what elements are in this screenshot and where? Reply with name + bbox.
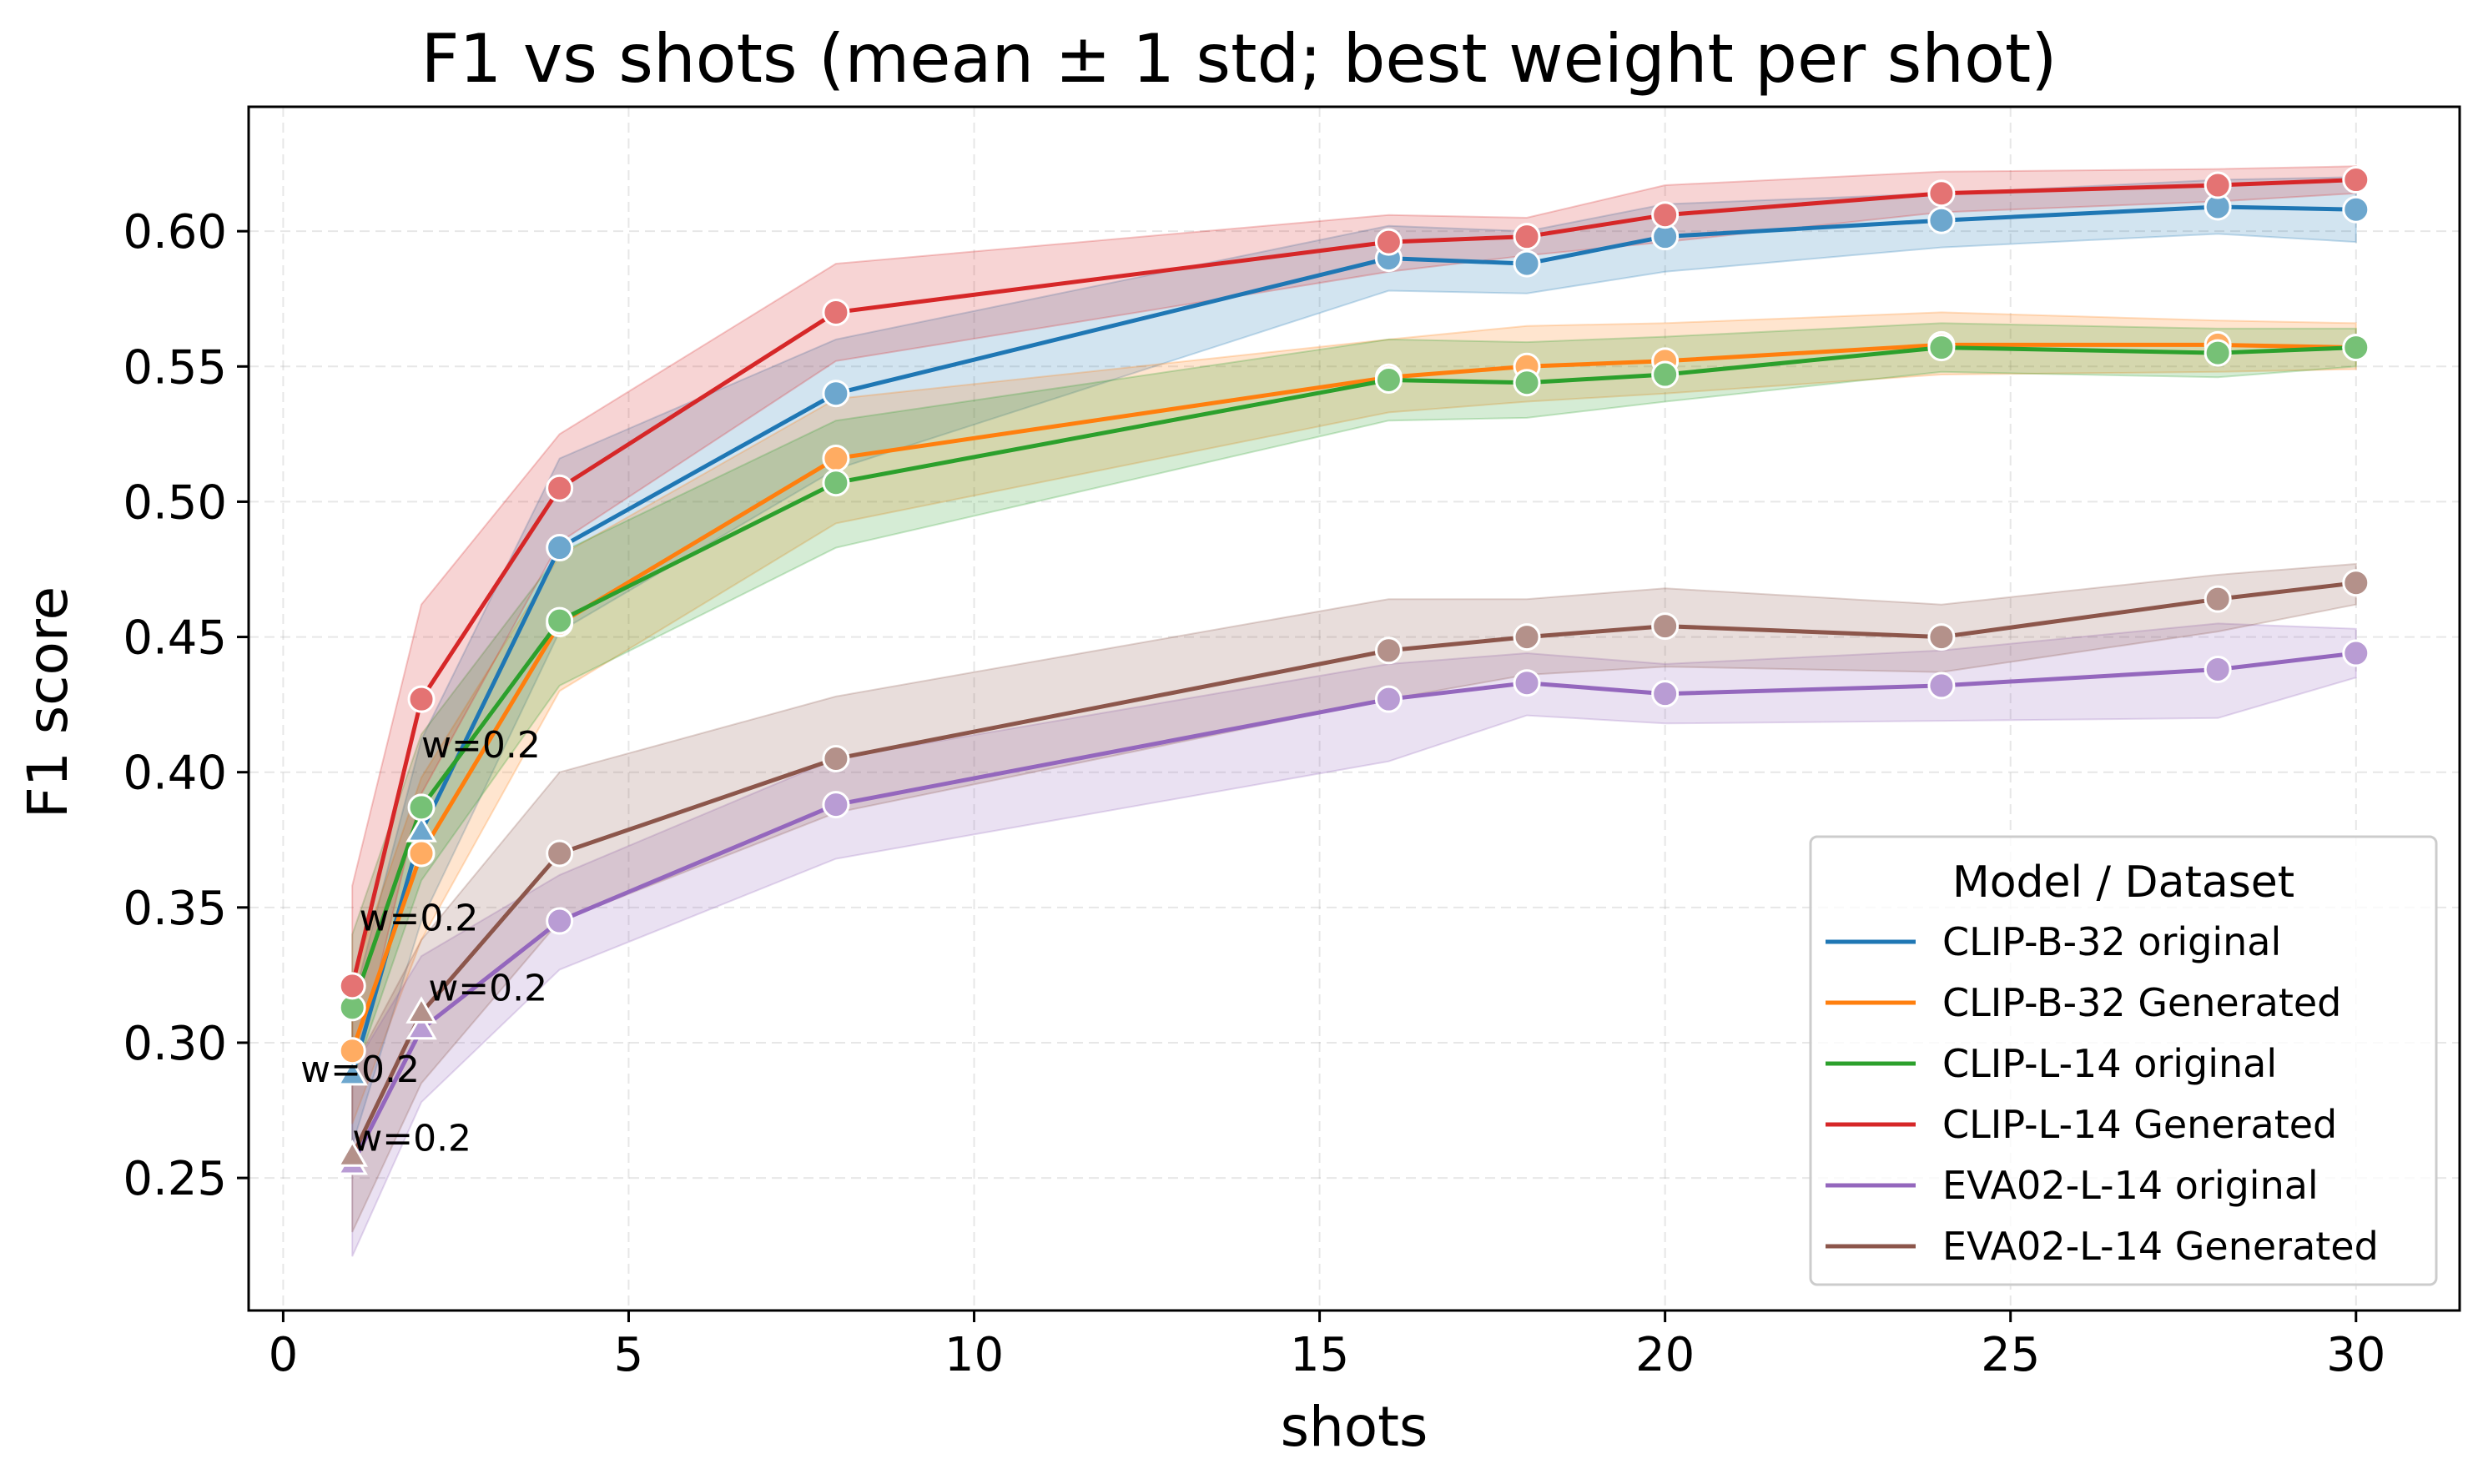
point-eva02-l-14-generated — [2342, 569, 2370, 597]
point-eva02-l-14-generated — [405, 996, 437, 1024]
annotation-label: w=0.2 — [421, 724, 541, 767]
y-tick-label: 0.45 — [123, 611, 227, 666]
x-axis-ticks: 0 5 10 15 20 25 30 — [269, 1310, 2385, 1382]
x-tick-label: 15 — [1290, 1328, 1349, 1382]
band-clip-b-32-original — [351, 176, 2357, 1146]
legend-label: EVA02-L-14 original — [1942, 1163, 2319, 1208]
point-clip-b-32-generated — [338, 1037, 366, 1065]
legend-label: CLIP-L-14 Generated — [1942, 1102, 2337, 1147]
annotation-label: w=0.2 — [352, 1118, 471, 1160]
point-clip-l-14-generated — [822, 298, 850, 326]
point-clip-l-14-generated — [1651, 201, 1680, 229]
point-clip-b-32-generated — [822, 445, 850, 473]
legend-label: CLIP-L-14 original — [1942, 1041, 2277, 1086]
point-clip-b-32-original — [1513, 249, 1541, 278]
point-eva02-l-14-generated — [1927, 623, 1956, 651]
point-eva02-l-14-original — [1374, 685, 1403, 713]
std-bands — [351, 165, 2357, 1257]
x-tick-label: 5 — [614, 1328, 644, 1382]
point-clip-b-32-original — [546, 534, 574, 562]
y-tick-label: 0.50 — [123, 475, 227, 530]
band-eva02-l-14-original — [351, 622, 2357, 1257]
point-eva02-l-14-original — [2342, 639, 2370, 667]
point-eva02-l-14-original — [1513, 669, 1541, 697]
x-tick-label: 30 — [2326, 1328, 2385, 1382]
annotation-label: w=0.2 — [300, 1049, 420, 1091]
point-eva02-l-14-original — [2204, 655, 2232, 683]
legend: Model / Dataset CLIP-B-32 originalCLIP-B… — [1809, 835, 2438, 1286]
point-eva02-l-14-generated — [1651, 612, 1680, 641]
point-eva02-l-14-original — [405, 1012, 437, 1040]
point-clip-l-14-original — [2342, 334, 2370, 362]
y-axis-ticks: 0.25 0.30 0.35 0.40 0.45 0.50 0.55 0.60 — [123, 205, 249, 1206]
line-clip-l-14-generated — [350, 178, 2356, 987]
point-clip-b-32-original — [822, 380, 850, 408]
point-clip-l-14-generated — [546, 474, 574, 502]
x-tick-label: 25 — [1981, 1328, 2040, 1382]
annotation-label: w=0.2 — [360, 897, 479, 939]
y-tick-label: 0.30 — [123, 1017, 227, 1071]
point-clip-l-14-generated — [2342, 166, 2370, 194]
point-clip-l-14-generated — [2204, 171, 2232, 199]
point-clip-l-14-original — [2204, 339, 2232, 367]
y-tick-label: 0.35 — [123, 882, 227, 936]
x-tick-label: 20 — [1635, 1328, 1695, 1382]
point-clip-l-14-generated — [1513, 223, 1541, 251]
point-eva02-l-14-generated — [2204, 585, 2232, 613]
legend-box — [1809, 835, 2438, 1286]
band-eva02-l-14-generated — [351, 562, 2357, 1233]
weight-annotations: w=0.2w=0.2w=0.2w=0.2w=0.2 — [300, 724, 547, 1160]
x-tick-label: 0 — [269, 1328, 299, 1382]
point-clip-l-14-original — [546, 606, 574, 635]
y-tick-label: 0.55 — [123, 340, 227, 395]
legend-label: CLIP-B-32 original — [1942, 919, 2281, 964]
line-clip-l-14-original — [350, 345, 2356, 1009]
point-clip-b-32-original — [336, 1058, 368, 1086]
y-tick-label: 0.60 — [123, 205, 227, 259]
point-clip-b-32-generated — [407, 839, 436, 868]
x-tick-label: 10 — [944, 1328, 1004, 1382]
line-clip-b-32-generated — [350, 342, 2356, 1052]
line-eva02-l-14-generated — [350, 581, 2357, 1158]
point-clip-l-14-original — [1927, 334, 1956, 362]
point-clip-l-14-generated — [338, 972, 366, 1000]
point-eva02-l-14-original — [1927, 672, 1956, 700]
chart-title: F1 vs shots (mean ± 1 std; best weight p… — [421, 20, 2057, 98]
x-axis-label: shots — [1281, 1395, 1428, 1459]
point-eva02-l-14-generated — [546, 839, 574, 868]
point-clip-l-14-generated — [1374, 228, 1403, 256]
point-clip-b-32-original — [2342, 195, 2370, 224]
point-clip-l-14-generated — [407, 685, 436, 713]
legend-title: Model / Dataset — [1952, 858, 2294, 908]
plot-frame — [247, 105, 2461, 1312]
legend-label: EVA02-L-14 Generated — [1942, 1224, 2379, 1269]
point-eva02-l-14-original — [1651, 680, 1680, 708]
band-clip-l-14-original — [351, 322, 2357, 1081]
legend-items: CLIP-B-32 original CLIP-B-32 Generated CLI… — [1826, 919, 2379, 1269]
point-clip-l-14-original — [1651, 360, 1680, 389]
point-clip-b-32-original — [1927, 206, 1956, 234]
point-eva02-l-14-original — [546, 907, 574, 935]
y-tick-label: 0.25 — [123, 1152, 227, 1206]
series-markers — [336, 166, 2370, 1175]
point-clip-l-14-original — [1513, 369, 1541, 397]
point-clip-l-14-original — [407, 793, 436, 822]
line-clip-b-32-original — [350, 204, 2356, 1076]
point-clip-l-14-generated — [1927, 179, 1956, 208]
y-tick-label: 0.40 — [123, 747, 227, 801]
point-eva02-l-14-generated — [822, 744, 850, 772]
y-axis-label: F1 score — [16, 586, 80, 818]
point-clip-l-14-original — [822, 469, 850, 497]
point-eva02-l-14-generated — [336, 1139, 368, 1167]
point-eva02-l-14-generated — [1513, 623, 1541, 651]
legend-label: CLIP-B-32 Generated — [1942, 980, 2341, 1025]
point-eva02-l-14-original — [822, 791, 850, 819]
point-clip-l-14-original — [1374, 366, 1403, 395]
annotation-label: w=0.2 — [428, 968, 547, 1010]
band-clip-b-32-generated — [351, 311, 2357, 1124]
point-eva02-l-14-generated — [1374, 636, 1403, 665]
series-lines — [350, 178, 2357, 1166]
line-eva02-l-14-original — [350, 651, 2357, 1166]
